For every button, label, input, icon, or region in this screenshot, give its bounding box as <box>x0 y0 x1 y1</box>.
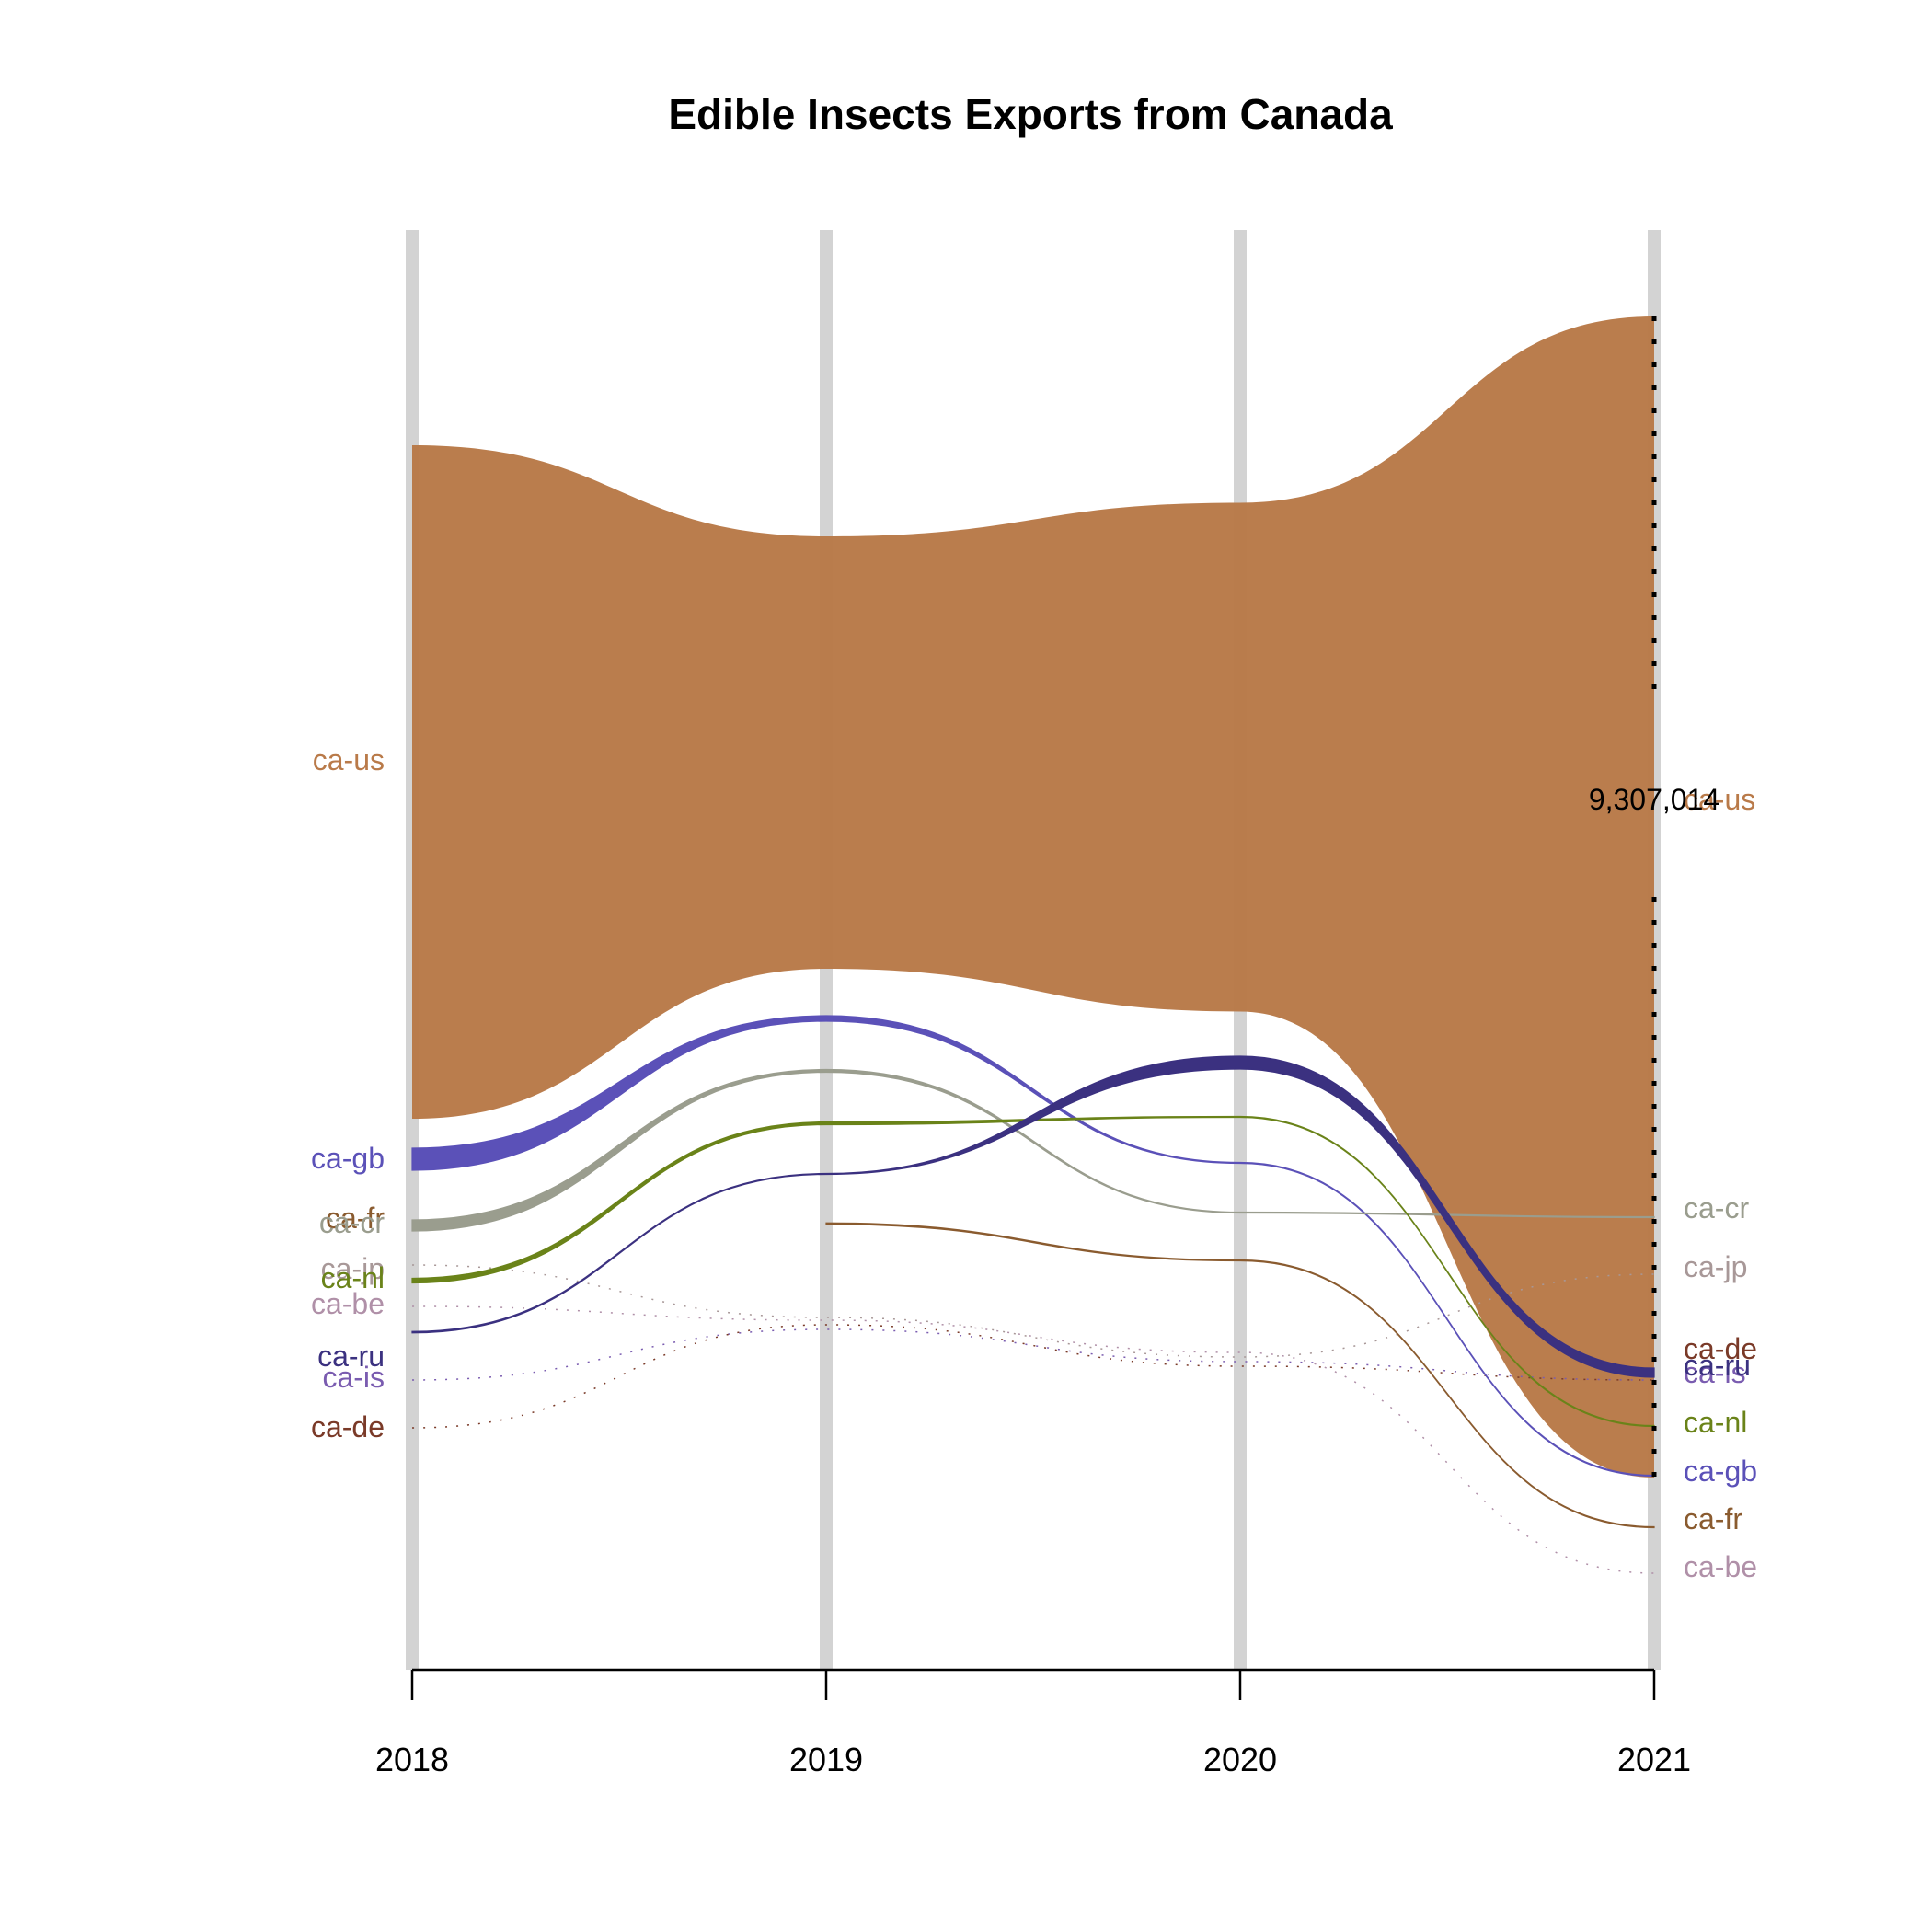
right-label-ca-nl: ca-nl <box>1684 1406 1747 1439</box>
right-label-ca-gb: ca-gb <box>1684 1455 1757 1488</box>
x-tick-label-2018: 2018 <box>375 1741 449 1778</box>
x-axis: 2018 2019 2020 2021 <box>375 1668 1691 1778</box>
left-label-ca-nl: ca-nl <box>321 1261 385 1294</box>
left-label-ca-is: ca-is <box>322 1361 385 1394</box>
right-label-ca-fr: ca-fr <box>1684 1502 1742 1535</box>
left-label-ca-us: ca-us <box>313 743 385 776</box>
chart-title: Edible Insects Exports from Canada <box>668 90 1393 138</box>
left-label-ca-de: ca-de <box>311 1410 385 1443</box>
flow-ca-cr <box>411 1068 1655 1232</box>
x-tick-label-2019: 2019 <box>789 1741 863 1778</box>
left-label-ca-fr: ca-fr <box>326 1202 385 1235</box>
right-label-ca-us: ca-us <box>1684 783 1755 816</box>
right-label-ca-ru: ca-ru <box>1684 1349 1751 1382</box>
right-label-ca-jp: ca-jp <box>1684 1250 1747 1283</box>
right-label-ca-be: ca-be <box>1684 1550 1757 1583</box>
right-label-ca-cr: ca-cr <box>1684 1191 1749 1225</box>
flow-ca-de <box>411 1324 1655 1429</box>
flow-ca-fr <box>825 1222 1655 1529</box>
right-label-ca-is: ca-is <box>1684 1356 1746 1389</box>
annotations: 9,307,014 <box>1589 316 1719 1478</box>
x-tick-label-2021: 2021 <box>1617 1741 1691 1778</box>
flow-ca-is <box>411 1328 1655 1381</box>
flows <box>411 316 1655 1574</box>
value-annotation: 9,307,014 <box>1589 783 1719 816</box>
flow-ca-ru <box>411 1055 1655 1378</box>
x-tick-label-2020: 2020 <box>1203 1741 1277 1778</box>
flow-ca-be <box>411 1305 1655 1574</box>
left-label-ca-gb: ca-gb <box>311 1142 385 1175</box>
series-labels: ca-usca-gbca-frca-crca-jpca-nlca-beca-ru… <box>311 743 1757 1583</box>
left-label-ca-jp: ca-jp <box>321 1252 385 1285</box>
left-label-ca-be: ca-be <box>311 1287 385 1320</box>
right-label-ca-de: ca-de <box>1684 1332 1757 1365</box>
flow-ca-us <box>412 316 1654 1478</box>
left-label-ca-cr: ca-cr <box>319 1206 385 1239</box>
left-label-ca-ru: ca-ru <box>317 1340 385 1373</box>
